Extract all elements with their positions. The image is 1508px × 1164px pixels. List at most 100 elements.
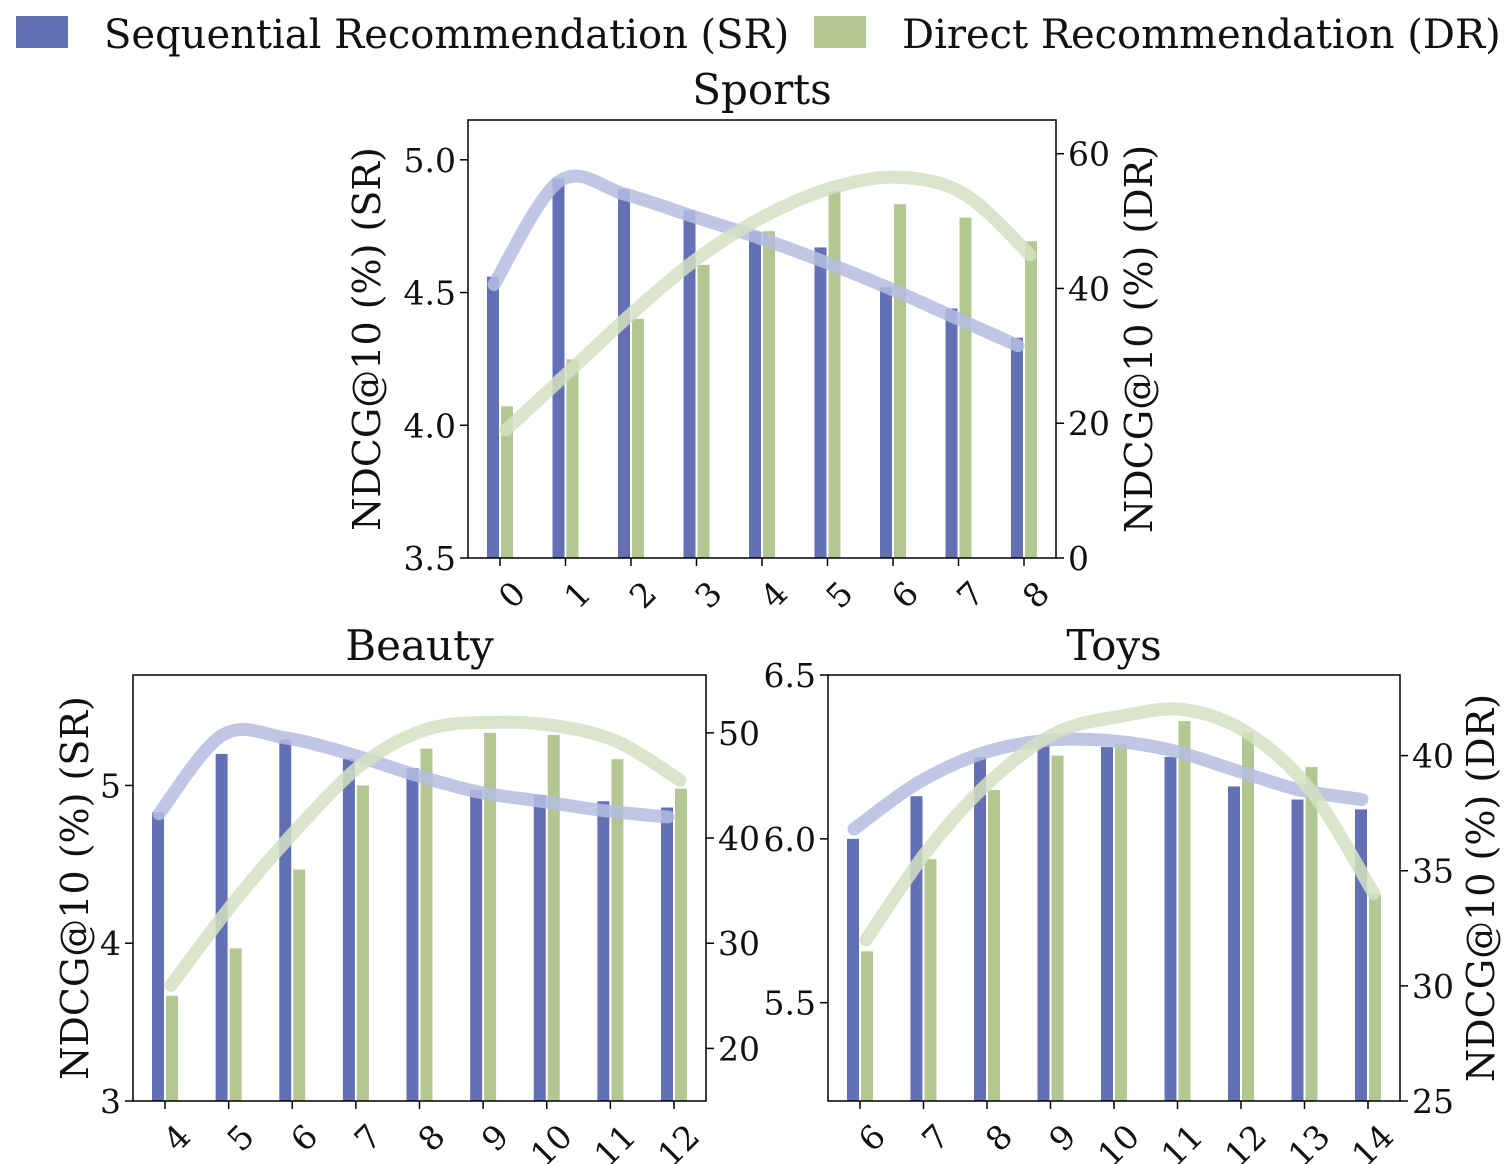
sports-bar-dr-8	[1025, 241, 1037, 559]
sports-ytick-right-label: 0	[1068, 539, 1089, 578]
toys-ytick-right-label: 35	[1412, 852, 1454, 891]
sports-ytick-right-label: 60	[1068, 135, 1110, 174]
toys-bar-dr-11	[1178, 721, 1191, 1101]
sports-bar-sr-5	[814, 247, 827, 558]
beauty-xtick-label: 9	[474, 1117, 516, 1159]
beauty-ytick-left-label: 5	[100, 766, 121, 805]
toys-xtick-label: 6	[851, 1117, 893, 1159]
beauty-bar-sr-12	[661, 807, 673, 1101]
beauty-ytick-left-label: 3	[100, 1082, 121, 1121]
beauty-bar-dr-4	[166, 995, 178, 1101]
beauty-bar-dr-10	[547, 734, 560, 1101]
beauty-bar-dr-6	[293, 869, 306, 1101]
toys-ytick-right-label: 25	[1412, 1082, 1454, 1121]
beauty-xtick-label: 10	[523, 1117, 580, 1164]
beauty-xtick-label: 7	[347, 1117, 389, 1159]
toys-xtick-label: 10	[1090, 1117, 1147, 1164]
sports-ytick-left-label: 3.5	[404, 539, 456, 578]
sports-trend-line-sr	[487, 169, 1025, 353]
sports-chart-title: Sports	[692, 65, 831, 114]
sports-bar-dr-6	[894, 204, 906, 558]
legend-swatch-dr	[814, 16, 866, 48]
beauty-bar-dr-8	[420, 748, 433, 1101]
beauty-bar-sr-6	[279, 739, 292, 1101]
toys-xtick-label: 8	[978, 1117, 1020, 1159]
toys-bar-sr-7	[910, 796, 923, 1101]
toys-bar-dr-9	[1051, 755, 1064, 1101]
sports-bar-dr-1	[566, 359, 579, 558]
toys-chart: 5.5 6.0 6.5 25 30 35 40 6 7 8 9 10 11 12 13 14 Toys NDCG@…	[764, 621, 1503, 1164]
sports-xtick-label: 7	[949, 574, 991, 616]
sports-bar-sr-4	[749, 231, 761, 558]
sports-bar-dr-0	[501, 406, 513, 558]
toys-bar-sr-6	[847, 838, 859, 1101]
sports-trend-line-dr	[499, 170, 1037, 437]
beauty-xtick-label: 6	[283, 1117, 325, 1159]
beauty-bar-dr-12	[675, 788, 687, 1101]
toys-xtick-label: 13	[1280, 1117, 1337, 1164]
toys-trend-line-sr	[847, 732, 1369, 836]
beauty-bar-dr-11	[611, 759, 624, 1101]
beauty-bar-sr-4	[152, 812, 164, 1101]
sports-bar-dr-5	[828, 190, 841, 558]
beauty-bar-sr-11	[597, 801, 610, 1101]
beauty-ytick-left-label: 4	[100, 924, 121, 963]
beauty-bar-sr-7	[342, 758, 355, 1101]
beauty-ytick-right-label: 50	[718, 714, 760, 753]
toys-bar-dr-14	[1369, 893, 1381, 1101]
sports-bar-sr-6	[880, 287, 892, 558]
sports-ytick-right-label: 40	[1068, 269, 1110, 308]
toys-xtick-label: 14	[1344, 1117, 1401, 1164]
legend-swatch-sr	[16, 16, 68, 48]
toys-ytick-right-label: 40	[1412, 737, 1454, 776]
sports-xtick-label: 0	[491, 574, 533, 616]
toys-xtick-label: 11	[1153, 1117, 1210, 1164]
legend-label-dr: Direct Recommendation (DR)	[902, 12, 1501, 58]
beauty-chart-title: Beauty	[345, 621, 494, 670]
toys-trend-line-dr	[859, 702, 1381, 947]
beauty-xtick-label: 12	[650, 1117, 707, 1164]
sports-xtick-label: 8	[1015, 574, 1057, 616]
toys-ytick-left-label: 5.5	[764, 984, 816, 1023]
legend-label-sr: Sequential Recommendation (SR)	[104, 12, 789, 58]
toys-ylabel-right: NDCG@10 (%) (DR)	[1459, 694, 1503, 1082]
toys-bar-dr-12	[1242, 732, 1254, 1101]
toys-bar-dr-7	[924, 859, 937, 1101]
beauty-xtick-label: 4	[156, 1117, 198, 1159]
toys-bar-dr-10	[1115, 744, 1127, 1101]
toys-bar-dr-6	[861, 951, 873, 1101]
sports-ylabel-left: NDCG@10 (%) (SR)	[345, 147, 389, 531]
sports-bar-sr-1	[552, 178, 565, 558]
toys-ytick-right-label: 30	[1412, 967, 1454, 1006]
sports-bar-dr-4	[763, 231, 775, 558]
toys-ytick-left-label: 6.5	[764, 656, 816, 695]
sports-ytick-left-label: 4.0	[404, 406, 456, 445]
legend: Sequential Recommendation (SR) Direct Re…	[16, 12, 1501, 58]
toys-bar-sr-12	[1228, 786, 1240, 1101]
sports-bar-dr-3	[697, 264, 710, 558]
beauty-ylabel-left: NDCG@10 (%) (SR)	[53, 696, 97, 1080]
beauty-bar-dr-7	[356, 785, 369, 1101]
toys-bar-sr-10	[1101, 747, 1113, 1101]
toys-bar-sr-9	[1037, 737, 1050, 1101]
sports-bar-sr-2	[618, 189, 630, 558]
beauty-xtick-label: 8	[410, 1117, 452, 1159]
toys-bar-sr-11	[1164, 756, 1177, 1101]
beauty-bar-sr-8	[406, 768, 419, 1101]
sports-ytick-left-label: 5.0	[404, 141, 456, 180]
toys-bar-dr-13	[1305, 767, 1318, 1101]
beauty-bar-dr-9	[484, 732, 497, 1101]
beauty-trend-line-sr	[152, 722, 675, 824]
toys-ytick-left-label: 6.0	[764, 820, 816, 859]
sports-bar-sr-0	[487, 276, 499, 558]
beauty-ytick-right-label: 40	[718, 819, 760, 858]
sports-ytick-right-label: 20	[1068, 404, 1110, 443]
toys-xtick-label: 12	[1217, 1117, 1274, 1164]
toys-chart-title: Toys	[1066, 621, 1161, 670]
toys-xtick-label: 7	[914, 1117, 956, 1159]
sports-xtick-label: 1	[556, 574, 598, 616]
